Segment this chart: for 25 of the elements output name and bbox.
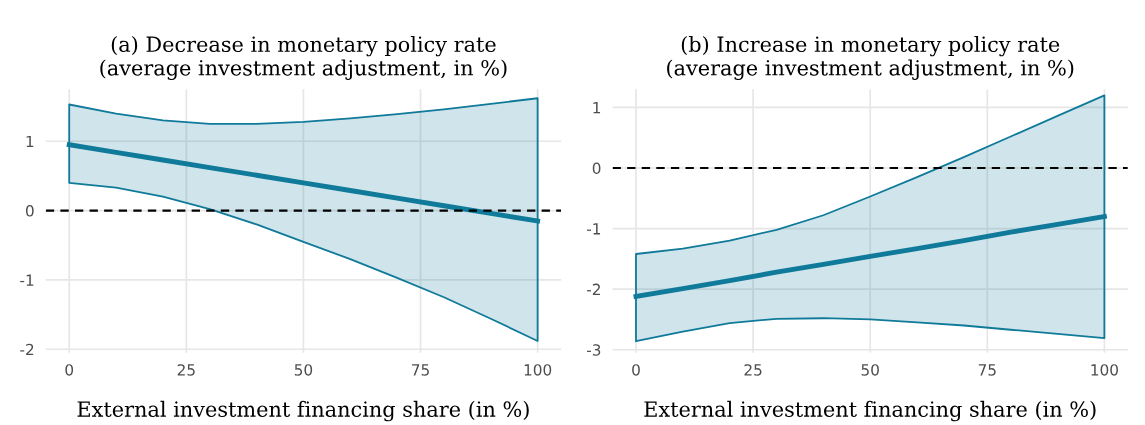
x-tick-label: 25 xyxy=(177,364,195,376)
y-tick-label: -1 xyxy=(20,274,34,286)
x-tick-label: 100 xyxy=(1091,364,1118,376)
y-tick-label: 1 xyxy=(26,135,34,148)
y-tick-label: -2 xyxy=(586,283,600,295)
x-tick-label: 50 xyxy=(861,364,879,376)
x-tick-label: 75 xyxy=(412,364,429,376)
x-tick-label: 0 xyxy=(65,364,74,376)
x-tick-label: 50 xyxy=(294,364,313,376)
line-series xyxy=(633,214,1107,299)
y-tick-label: 0 xyxy=(25,205,34,217)
y-tick-label: 0 xyxy=(592,162,601,175)
x-axis-title: External investment financing share (in %) xyxy=(644,400,1096,422)
line-series xyxy=(66,142,541,224)
x-axis-title: External investment financing share (in %) xyxy=(77,400,529,422)
x-tick-label: 100 xyxy=(524,364,552,376)
y-tick-label: 1 xyxy=(593,102,601,114)
y-tick-label: -2 xyxy=(20,343,34,356)
x-tick-label: 75 xyxy=(978,364,996,376)
y-tick-label: -1 xyxy=(586,223,601,235)
x-tick-label: 25 xyxy=(744,364,762,376)
chart-title: (a) Decrease in monetary policy rate (average investment adjustment, in %) xyxy=(100,35,507,80)
x-tick-label: 0 xyxy=(632,364,640,376)
chart-title: (b) Increase in monetary policy rate (average investment adjustment, in %) xyxy=(667,35,1074,80)
y-tick-label: -3 xyxy=(586,344,601,356)
